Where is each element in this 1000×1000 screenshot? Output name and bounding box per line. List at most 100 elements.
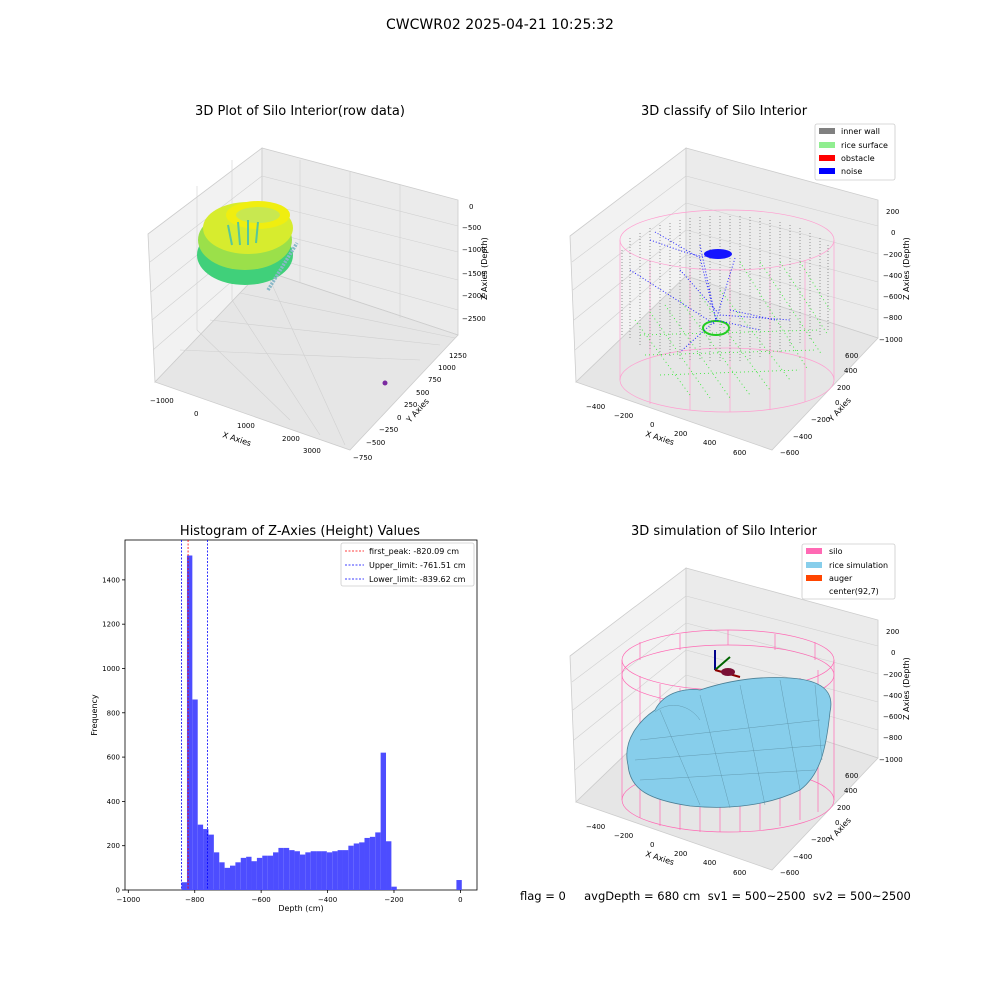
p2-ztick-5: −800 bbox=[883, 314, 902, 322]
panel2-title: 3D classify of Silo Interior bbox=[640, 104, 808, 119]
histogram-bar-28 bbox=[332, 851, 338, 890]
p1-ztick-4: −2000 bbox=[462, 292, 486, 300]
histogram-bars bbox=[181, 555, 462, 890]
legend-swatch-obstacle bbox=[819, 155, 835, 161]
mesh-lines bbox=[634, 679, 826, 809]
p4-ztick-2: −200 bbox=[883, 671, 902, 679]
y-tick-label-2: 400 bbox=[107, 798, 120, 806]
p4-ytick-0: −600 bbox=[780, 869, 799, 877]
p4-xtick-4: 400 bbox=[703, 859, 716, 867]
p4-ytick-3: 0 bbox=[835, 819, 839, 827]
legend-rice-surface: rice surface bbox=[841, 141, 888, 150]
x-tick-label-4: −200 bbox=[384, 896, 403, 904]
histogram-bar-13 bbox=[251, 861, 257, 890]
p2-legend: inner wall rice surface obstacle noise bbox=[814, 123, 896, 181]
x-tick-label-2: −600 bbox=[252, 896, 271, 904]
p1-ytick-1: −500 bbox=[366, 439, 385, 447]
p1-xlabel: X Axies bbox=[221, 430, 252, 448]
histogram-bar-32 bbox=[353, 843, 360, 890]
p4-ztick-6: −1000 bbox=[879, 756, 903, 764]
x-tick-label-1: −800 bbox=[185, 896, 204, 904]
p1-ztick-3: −1500 bbox=[462, 270, 486, 278]
p2-ytick-3: 0 bbox=[835, 399, 839, 407]
histogram-bar-9 bbox=[230, 865, 236, 890]
p4-ztick-5: −800 bbox=[883, 734, 902, 742]
p2-xtick-0: −400 bbox=[586, 403, 605, 411]
panel4-title: 3D simulation of Silo Interior bbox=[631, 524, 817, 539]
rice-surface-points bbox=[634, 261, 831, 399]
p1-ytick-6: 750 bbox=[428, 376, 441, 384]
legend-swatch-rice-simulation bbox=[806, 562, 822, 568]
p4-xlabel: X Axies bbox=[644, 849, 675, 867]
p2-xtick-1: −200 bbox=[614, 412, 633, 420]
auger-and-axes bbox=[714, 650, 741, 678]
p1-ztick-0: 0 bbox=[469, 203, 473, 211]
p2-xtick-2: 0 bbox=[650, 421, 654, 429]
legend-noise: noise bbox=[841, 167, 862, 176]
center-surface-cluster bbox=[702, 320, 730, 336]
histogram-xlabel: Depth (cm) bbox=[278, 904, 323, 913]
histogram-bar-19 bbox=[283, 847, 290, 890]
histogram-bar-6 bbox=[213, 852, 220, 890]
p4-xtick-3: 200 bbox=[674, 850, 687, 858]
noise-cluster bbox=[704, 249, 732, 259]
histogram-bar-11 bbox=[240, 857, 247, 890]
histogram-bar-25 bbox=[316, 851, 322, 890]
histogram-x-ticks: −1000 −800 −600 −400 −200 0 bbox=[116, 890, 463, 904]
histogram-bar-23 bbox=[305, 852, 311, 890]
p4-ztick-3: −400 bbox=[883, 692, 902, 700]
p2-ytick-6: 600 bbox=[845, 352, 858, 360]
p2-xlabel: X Axies bbox=[644, 429, 675, 447]
p4-ytick-1: −400 bbox=[793, 853, 812, 861]
p2-xtick-4: 400 bbox=[703, 439, 716, 447]
histogram-bar-35 bbox=[369, 836, 376, 890]
p2-xtick-3: 200 bbox=[674, 430, 687, 438]
p4-ytick-4: 200 bbox=[837, 804, 850, 812]
p1-xtick-1: 0 bbox=[194, 410, 198, 418]
histogram-bar-5 bbox=[208, 834, 214, 890]
histogram-bar-39 bbox=[391, 886, 397, 890]
histogram-bar-22 bbox=[299, 854, 306, 890]
p1-ytick-8: 1250 bbox=[449, 352, 467, 360]
p1-zlabel: Z Axies (Depth) bbox=[480, 237, 489, 300]
histogram-bar-34 bbox=[364, 837, 370, 890]
p1-ztick-5: −2500 bbox=[462, 315, 486, 323]
legend-swatch-noise bbox=[819, 168, 835, 174]
histogram-ylabel: Frequency bbox=[90, 694, 99, 736]
raw-point-cloud bbox=[197, 201, 388, 386]
histogram-bar-38 bbox=[386, 841, 392, 890]
p4-xtick-2: 0 bbox=[650, 841, 654, 849]
histogram-bar-10 bbox=[235, 862, 241, 890]
p2-ztick-4: −600 bbox=[883, 293, 902, 301]
p2-ztick-0: 200 bbox=[886, 208, 899, 216]
histogram-bar-26 bbox=[321, 851, 327, 890]
p1-ytick-5: 500 bbox=[416, 389, 429, 397]
histogram-chart: −1000 −800 −600 −400 −200 0 0 200 400 600 800 1000… bbox=[90, 539, 478, 913]
y-tick-label-5: 1000 bbox=[102, 665, 120, 673]
p4-ztick-1: 0 bbox=[891, 649, 895, 657]
p2-xtick-5: 600 bbox=[733, 449, 746, 457]
histogram-bar-27 bbox=[326, 852, 333, 890]
p4-legend: silo rice simulation auger center(92,7) bbox=[801, 543, 896, 600]
legend-obstacle: obstacle bbox=[841, 154, 875, 163]
x-tick-label-5: 0 bbox=[458, 896, 462, 904]
legend-swatch-inner-wall bbox=[819, 128, 835, 134]
p2-ztick-2: −200 bbox=[883, 251, 902, 259]
histogram-bar-12 bbox=[246, 856, 252, 890]
grid-lines bbox=[149, 160, 459, 446]
legend-auger: auger bbox=[829, 574, 853, 583]
p4-ytick-6: 600 bbox=[845, 772, 858, 780]
figure-title: CWCWR02 2025-04-21 10:25:32 bbox=[386, 17, 614, 33]
histogram-bar-37 bbox=[380, 752, 387, 890]
y-tick-label-3: 600 bbox=[107, 754, 120, 762]
y-tick-label-0: 0 bbox=[116, 887, 120, 895]
histogram-bar-33 bbox=[359, 842, 365, 890]
legend-swatch-auger bbox=[806, 575, 822, 581]
p1-xtick-2: 1000 bbox=[237, 422, 255, 430]
p2-ztick-3: −400 bbox=[883, 272, 902, 280]
p2-ylabel: Y Axies bbox=[826, 396, 853, 424]
p4-ztick-4: −600 bbox=[883, 713, 902, 721]
histogram-bar-4 bbox=[203, 829, 209, 890]
p4-xtick-0: −400 bbox=[586, 823, 605, 831]
p1-xtick-0: −1000 bbox=[150, 397, 174, 405]
